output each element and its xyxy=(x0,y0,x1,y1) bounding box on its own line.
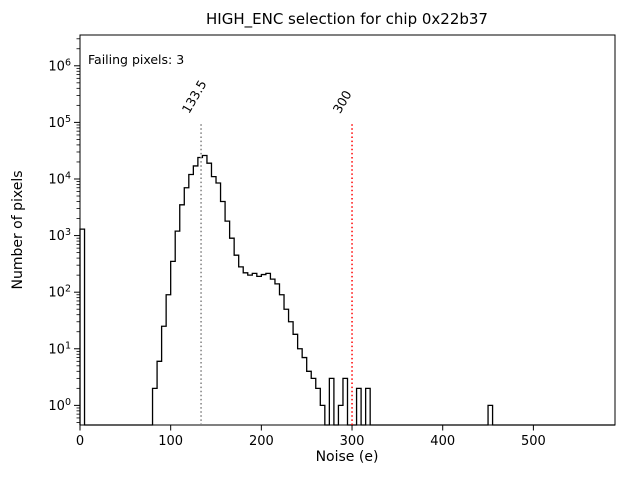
axes-layer: 0 100 200 300 400 500 100 101 102 103 104 105 106 133… xyxy=(48,34,616,449)
y-tick-label: 105 xyxy=(48,114,71,131)
x-tick-label: 0 xyxy=(76,434,84,449)
failing-pixels-annotation: Failing pixels: 3 xyxy=(88,52,184,67)
histogram-path xyxy=(79,154,615,426)
y-tick-label: 100 xyxy=(48,397,71,414)
y-axis-label: Number of pixels xyxy=(10,170,26,289)
chart-title: HIGH_ENC selection for chip 0x22b37 xyxy=(206,10,488,29)
x-tick-label: 500 xyxy=(521,434,546,449)
y-tick-label: 101 xyxy=(48,340,71,357)
x-tick-label: 400 xyxy=(430,434,455,449)
x-tick-label: 300 xyxy=(340,434,365,449)
threshold-line-label: 133.5 xyxy=(179,77,210,116)
x-tick-label: 200 xyxy=(249,434,274,449)
y-tick-label: 103 xyxy=(48,227,71,244)
y-tick-label: 102 xyxy=(48,284,71,301)
x-tick-label: 100 xyxy=(158,434,183,449)
threshold-line-label: 300 xyxy=(330,88,355,116)
y-tick-label: 104 xyxy=(48,170,71,187)
x-axis-label: Noise (e) xyxy=(316,449,379,465)
y-tick-label: 106 xyxy=(48,57,71,74)
